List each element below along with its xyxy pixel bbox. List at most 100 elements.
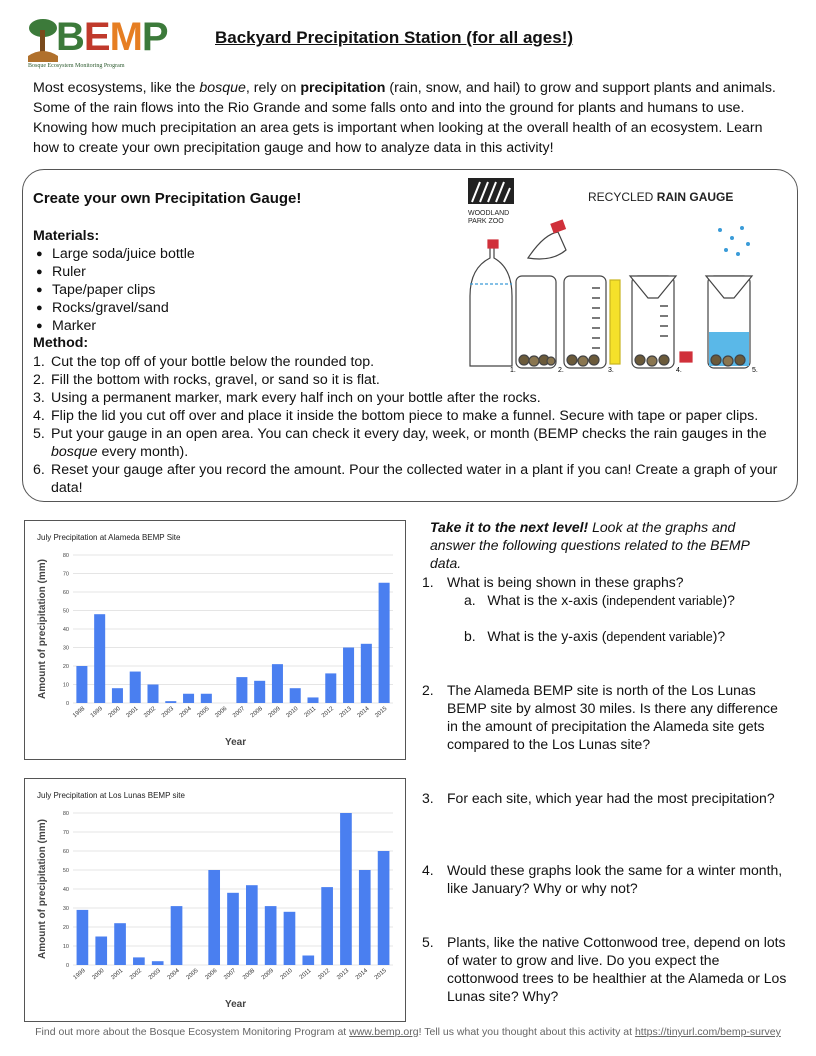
- x-tick-label: 2013: [339, 706, 354, 720]
- x-tick-label: 2006: [204, 968, 219, 982]
- chart-title: July Precipitation at Los Lunas BEMP sit…: [37, 791, 185, 800]
- figure-step-label: 5.: [752, 367, 758, 374]
- subquestion-text: What is the x-axis (: [487, 592, 607, 608]
- bar: [245, 885, 258, 965]
- bar: [111, 688, 123, 703]
- y-axis-label: Amount of precipitation (mm): [37, 559, 48, 699]
- bar: [147, 684, 159, 703]
- question-number: 5.: [422, 934, 434, 950]
- x-tick-label: 2008: [242, 968, 257, 982]
- method-step: 1. Cut the top off of your bottle below t…: [33, 353, 793, 371]
- intro-text: , rely on: [245, 80, 301, 96]
- subquestion-text: What is the y-axis (: [487, 628, 607, 644]
- figure-step-label: 1.: [510, 367, 516, 374]
- subquestion-letter: b.: [464, 628, 476, 644]
- method-steps: 1. Cut the top off of your bottle below t…: [33, 353, 793, 497]
- bar: [343, 647, 355, 703]
- bar: [378, 582, 390, 703]
- x-tick-label: 2007: [223, 968, 238, 982]
- bar: [76, 666, 88, 703]
- container-with-rocks-icon: [515, 275, 557, 369]
- method-step: 4. Flip the lid you cut off over and plac…: [33, 407, 793, 425]
- intro-text: (rain, snow, and hail) to grow and suppo…: [33, 80, 776, 156]
- bar: [289, 688, 301, 703]
- bemp-logo: BEMP Bosque Ecosystem Monitoring Program: [28, 14, 169, 72]
- x-tick-label: 2003: [148, 968, 163, 982]
- material-item: Marker: [30, 317, 195, 335]
- step-number: 2.: [33, 372, 45, 388]
- y-tick-label: 10: [63, 944, 69, 950]
- step-text: Put your gauge in an open area. You can …: [51, 426, 767, 442]
- method-step: 2. Fill the bottom with rocks, gravel, or…: [33, 371, 793, 389]
- bar: [358, 870, 371, 965]
- bar: [236, 677, 248, 703]
- subquestion-text: )?: [712, 628, 726, 644]
- x-tick-label: 2007: [232, 706, 247, 720]
- marked-container-icon: [563, 275, 621, 369]
- method-step: 6. Reset your gauge after you record the …: [33, 461, 793, 497]
- x-tick-label: 2004: [179, 706, 194, 720]
- bar: [254, 680, 266, 703]
- question-2: 2. The Alameda BEMP site is north of the …: [422, 681, 787, 753]
- x-tick-label: 1998: [72, 706, 87, 720]
- step-number: 3.: [33, 390, 45, 406]
- los-lunas-chart-svg: July Precipitation at Los Lunas BEMP sit…: [37, 791, 393, 1010]
- bemp-link[interactable]: www.bemp.org: [349, 1026, 419, 1038]
- question-number: 2.: [422, 682, 434, 698]
- figure-step-label: 4.: [676, 367, 682, 374]
- filled-gauge-icon: [704, 275, 754, 369]
- y-tick-label: 70: [63, 572, 69, 578]
- bar: [76, 909, 89, 965]
- bar: [360, 643, 372, 703]
- bar: [340, 813, 352, 965]
- bar: [183, 693, 195, 703]
- zoo-logo-icon: WOODLAND PARK ZOO: [468, 178, 514, 225]
- x-axis-label: Year: [225, 999, 246, 1010]
- x-tick-label: 1999: [90, 706, 105, 720]
- figure-label-a: RECYCLED: [588, 190, 657, 204]
- y-tick-label: 20: [63, 925, 69, 931]
- zoo-line2: PARK ZOO: [468, 218, 504, 225]
- x-tick-label: 2006: [214, 706, 229, 720]
- y-tick-label: 50: [63, 868, 69, 874]
- step-text: Fill the bottom with rocks, gravel, or s…: [51, 372, 380, 388]
- footer-text: Find out more about the Bosque Ecosystem…: [35, 1026, 350, 1038]
- step-number: 6.: [33, 462, 45, 478]
- question-1a: a. What is the x-axis (independent varia…: [464, 591, 735, 610]
- intro-precipitation: precipitation: [300, 80, 386, 96]
- material-item: Large soda/juice bottle: [30, 245, 195, 263]
- bar: [133, 957, 145, 965]
- figure-step-label: 3.: [608, 367, 614, 374]
- y-tick-label: 80: [63, 553, 69, 559]
- step-text: Flip the lid you cut off over and place …: [51, 408, 759, 424]
- bar: [114, 923, 126, 965]
- x-tick-label: 2015: [374, 968, 389, 982]
- bar: [264, 906, 277, 965]
- rain-gauge-illustration: WOODLAND PARK ZOO RECYCLED RAIN GAUGE: [462, 176, 792, 376]
- bottle-top-icon: [526, 219, 567, 260]
- x-tick-label: 2015: [374, 706, 389, 720]
- logo-letter: P: [141, 15, 169, 59]
- bar: [283, 911, 296, 965]
- x-tick-label: 2011: [299, 968, 313, 981]
- y-tick-label: 30: [63, 646, 69, 652]
- step-number: 4.: [33, 408, 45, 424]
- zoo-line1: WOODLAND: [468, 210, 509, 217]
- bar: [208, 870, 221, 965]
- bar: [151, 961, 164, 965]
- x-tick-label: 2005: [197, 706, 212, 720]
- figure-label-b: RAIN GAUGE: [657, 190, 734, 204]
- figure-label: RECYCLED RAIN GAUGE: [588, 190, 733, 204]
- survey-link[interactable]: https://tinyurl.com/bemp-survey: [634, 1026, 781, 1038]
- y-tick-label: 70: [63, 830, 69, 836]
- x-tick-label: 2002: [143, 706, 158, 720]
- x-tick-label: 2010: [280, 968, 295, 982]
- y-tick-label: 60: [63, 590, 69, 596]
- question-text: The Alameda BEMP site is north of the Lo…: [447, 682, 778, 752]
- materials-list: Large soda/juice bottle Ruler Tape/paper…: [30, 245, 195, 335]
- bar: [94, 614, 106, 703]
- x-tick-label: 2012: [321, 706, 336, 720]
- bar: [200, 693, 212, 703]
- question-5: 5. Plants, like the native Cottonwood tre…: [422, 933, 787, 1005]
- x-tick-label: 2002: [129, 968, 144, 982]
